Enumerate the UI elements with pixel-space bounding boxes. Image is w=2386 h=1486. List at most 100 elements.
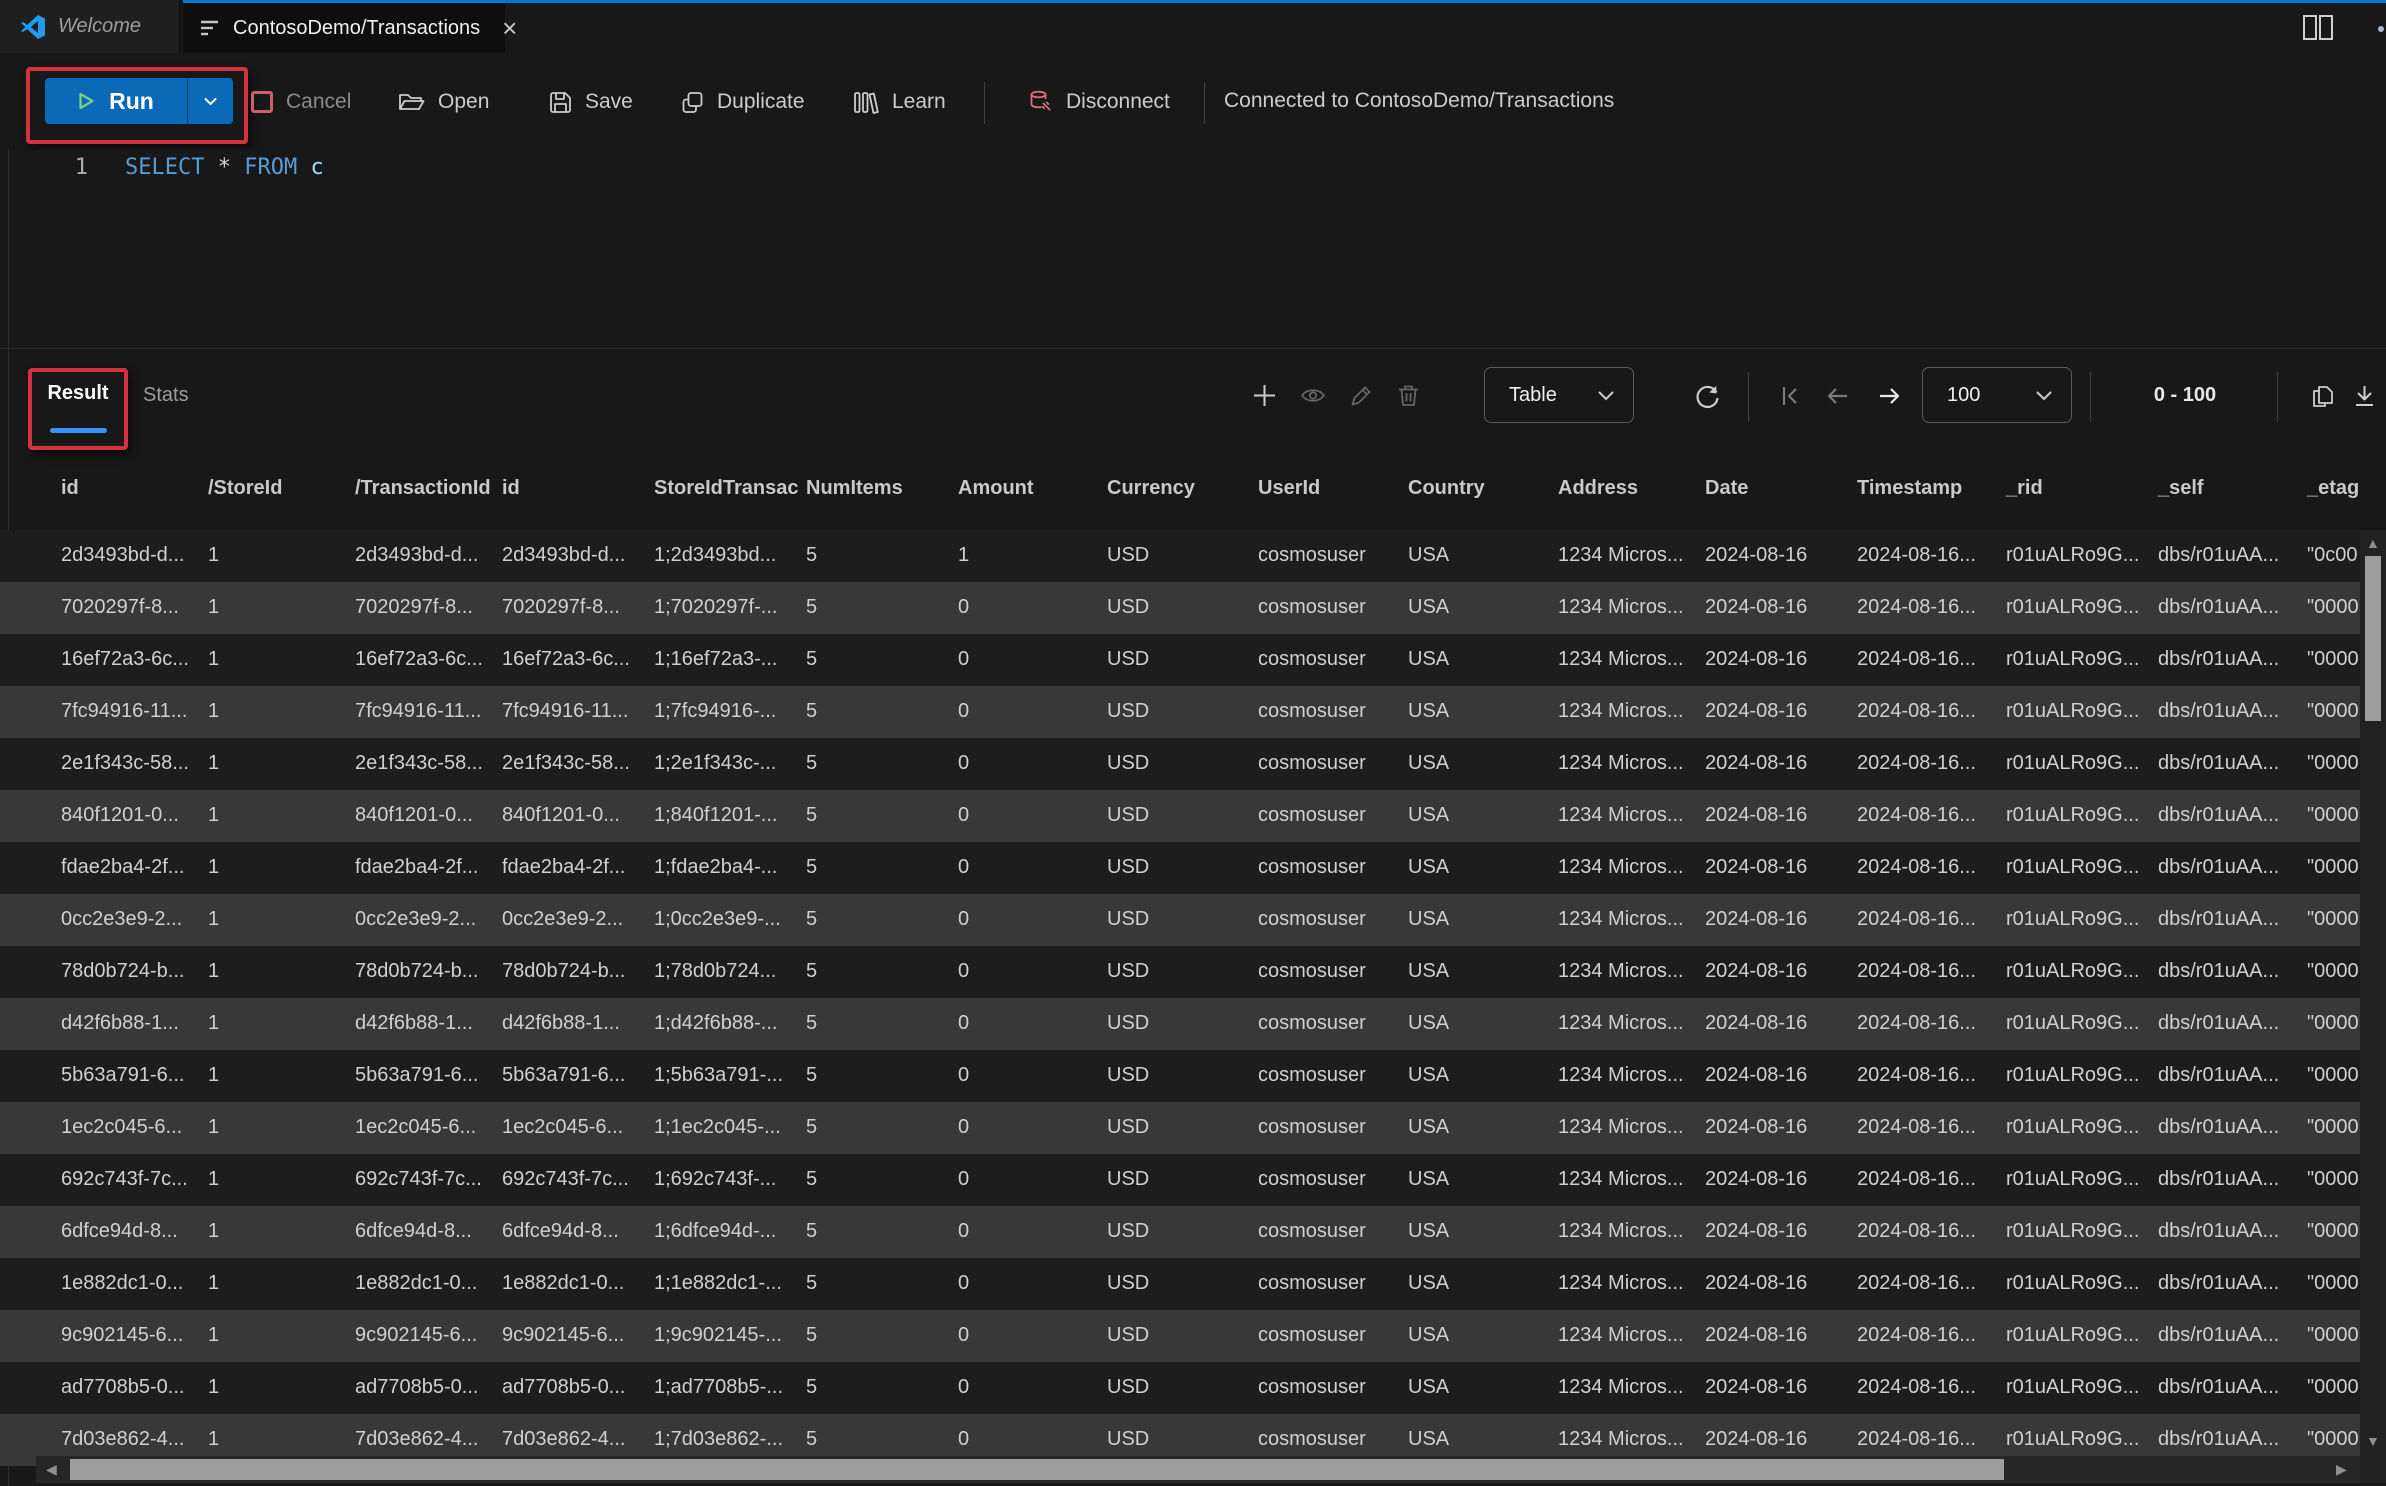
page-size-dropdown[interactable]: 100: [1922, 367, 2072, 423]
table-cell: dbs/r01uAA...: [2158, 908, 2280, 930]
table-row[interactable]: 1ec2c045-6... 1 1ec2c045-6... 1ec2c045-6...…: [0, 1102, 2386, 1154]
delete-item-button[interactable]: [1396, 383, 1421, 408]
column-header[interactable]: StoreIdTransac: [654, 477, 799, 499]
duplicate-button-label: Duplicate: [717, 90, 805, 113]
table-cell: 1234 Micros...: [1558, 856, 1684, 878]
tab-contosodemo-transactions[interactable]: ContosoDemo/Transactions ×: [183, 0, 517, 53]
disconnect-button[interactable]: Disconnect: [1029, 82, 1170, 122]
table-cell: USA: [1408, 1064, 1450, 1086]
column-header[interactable]: id: [502, 477, 520, 499]
table-cell: USD: [1107, 1428, 1150, 1450]
table-cell: 2024-08-16...: [1857, 544, 1976, 566]
table-cell: dbs/r01uAA...: [2158, 700, 2280, 722]
table-row[interactable]: 5b63a791-6... 1 5b63a791-6... 5b63a791-6...…: [0, 1050, 2386, 1102]
table-cell: "0000: [2307, 752, 2359, 774]
scroll-down-icon[interactable]: ▼: [2366, 1433, 2380, 1449]
table-cell: cosmosuser: [1258, 1428, 1366, 1450]
table-cell: 0cc2e3e9-2...: [502, 908, 624, 930]
cancel-button[interactable]: Cancel: [251, 82, 351, 122]
column-header[interactable]: Timestamp: [1857, 477, 1963, 499]
table-cell: fdae2ba4-2f...: [355, 856, 479, 878]
table-row[interactable]: 692c743f-7c... 1 692c743f-7c... 692c743f-7c…: [0, 1154, 2386, 1206]
table-cell: d42f6b88-1...: [355, 1012, 473, 1034]
table-row[interactable]: 7fc94916-11... 1 7fc94916-11... 7fc94916-11…: [0, 686, 2386, 738]
column-header[interactable]: /StoreId: [208, 477, 283, 499]
column-header[interactable]: _etag: [2307, 477, 2360, 499]
table-cell: 9c902145-6...: [61, 1324, 184, 1346]
table-row[interactable]: 1e882dc1-0... 1 1e882dc1-0... 1e882dc1-0...…: [0, 1258, 2386, 1310]
column-header[interactable]: _rid: [2006, 477, 2043, 499]
table-row[interactable]: 9c902145-6... 1 9c902145-6... 9c902145-6...…: [0, 1310, 2386, 1362]
scroll-left-icon[interactable]: ◀: [46, 1461, 57, 1477]
download-results-button[interactable]: [2352, 383, 2377, 410]
column-header[interactable]: Country: [1408, 477, 1485, 499]
table-row[interactable]: 78d0b724-b... 1 78d0b724-b... 78d0b724-b...…: [0, 946, 2386, 998]
column-header[interactable]: Address: [1558, 477, 1639, 499]
next-page-button[interactable]: [1876, 383, 1903, 409]
table-row[interactable]: 7020297f-8... 1 7020297f-8... 7020297f-8...…: [0, 582, 2386, 634]
duplicate-button[interactable]: Duplicate: [681, 82, 805, 122]
table-row[interactable]: ad7708b5-0... 1 ad7708b5-0... ad7708b5-0...…: [0, 1362, 2386, 1414]
table-cell: 840f1201-0...: [502, 804, 620, 826]
open-button[interactable]: Open: [398, 82, 489, 122]
previous-page-button[interactable]: [1825, 383, 1852, 409]
table-cell: 2024-08-16: [1705, 908, 1808, 930]
table-cell: "0000: [2307, 1272, 2359, 1294]
tab-stats[interactable]: Stats: [143, 384, 189, 406]
table-cell: 840f1201-0...: [61, 804, 179, 826]
table-cell: 1e882dc1-0...: [61, 1272, 184, 1294]
table-cell: dbs/r01uAA...: [2158, 1012, 2280, 1034]
table-row[interactable]: 2e1f343c-58... 1 2e1f343c-58... 2e1f343c-58…: [0, 738, 2386, 790]
table-cell: 78d0b724-b...: [502, 960, 626, 982]
table-cell: 0: [958, 1220, 970, 1242]
vertical-scrollbar-thumb[interactable]: [2365, 556, 2381, 721]
column-header[interactable]: NumItems: [806, 477, 903, 499]
tab-result[interactable]: Result: [47, 382, 109, 404]
table-cell: 5: [806, 1116, 818, 1138]
table-row[interactable]: 840f1201-0... 1 840f1201-0... 840f1201-0...…: [0, 790, 2386, 842]
column-header[interactable]: id: [61, 477, 79, 499]
run-button[interactable]: Run: [45, 78, 233, 124]
column-header[interactable]: /TransactionId: [355, 477, 491, 499]
duplicate-icon: [681, 91, 704, 114]
run-dropdown-button[interactable]: [187, 78, 233, 124]
table-cell: 0: [958, 1324, 970, 1346]
table-cell: 9c902145-6...: [502, 1324, 625, 1346]
view-mode-dropdown[interactable]: Table: [1484, 367, 1634, 423]
close-icon[interactable]: ×: [502, 13, 518, 43]
table-row[interactable]: 16ef72a3-6c... 1 16ef72a3-6c... 16ef72a3-6c…: [0, 634, 2386, 686]
first-page-button[interactable]: [1778, 383, 1804, 409]
horizontal-scrollbar-thumb[interactable]: [70, 1459, 2004, 1480]
copy-results-button[interactable]: [2310, 383, 2335, 410]
table-row[interactable]: 2d3493bd-d... 1 2d3493bd-d... 2d3493bd-d...…: [0, 530, 2386, 582]
table-row[interactable]: d42f6b88-1... 1 d42f6b88-1... d42f6b88-1...…: [0, 998, 2386, 1050]
view-item-button[interactable]: [1300, 383, 1326, 408]
table-cell: r01uALRo9G...: [2006, 908, 2140, 930]
table-cell: 2024-08-16: [1705, 1220, 1808, 1242]
add-item-button[interactable]: [1252, 383, 1277, 408]
query-editor[interactable]: 1 SELECT * FROM c: [0, 150, 2386, 348]
table-cell: 1;2e1f343c-...: [654, 752, 777, 774]
table-row[interactable]: 0cc2e3e9-2... 1 0cc2e3e9-2... 0cc2e3e9-2...…: [0, 894, 2386, 946]
table-cell: 0: [958, 752, 970, 774]
table-cell: 2024-08-16: [1705, 1272, 1808, 1294]
table-row[interactable]: 6dfce94d-8... 1 6dfce94d-8... 6dfce94d-8...…: [0, 1206, 2386, 1258]
table-cell: 5: [806, 856, 818, 878]
column-header[interactable]: UserId: [1258, 477, 1321, 499]
scroll-right-icon[interactable]: ▶: [2336, 1461, 2347, 1477]
tab-welcome-label: Welcome: [58, 15, 141, 37]
column-header[interactable]: _self: [2158, 477, 2204, 499]
scroll-up-icon[interactable]: ▲: [2366, 535, 2380, 551]
column-header[interactable]: Amount: [958, 477, 1034, 499]
column-header[interactable]: Currency: [1107, 477, 1195, 499]
refresh-button[interactable]: [1694, 383, 1721, 410]
save-button[interactable]: Save: [549, 82, 633, 122]
edit-item-button[interactable]: [1349, 383, 1374, 408]
learn-button[interactable]: Learn: [853, 82, 946, 122]
tab-welcome[interactable]: Welcome: [0, 0, 180, 53]
split-editor-icon[interactable]: [2302, 14, 2334, 41]
table-cell: 0: [958, 1168, 970, 1190]
column-header[interactable]: Date: [1705, 477, 1749, 499]
table-row[interactable]: fdae2ba4-2f... 1 fdae2ba4-2f... fdae2ba4-2f…: [0, 842, 2386, 894]
table-cell: USA: [1408, 752, 1450, 774]
